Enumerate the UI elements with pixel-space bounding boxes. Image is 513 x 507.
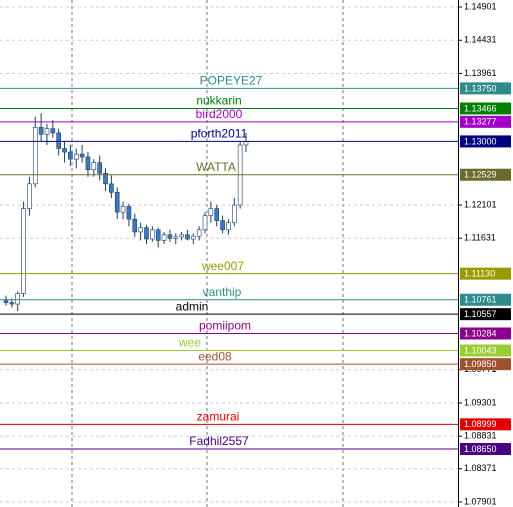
candle-body: [196, 229, 202, 237]
y-tick-label: 1.09301: [464, 397, 497, 407]
level-price-label: 1.10284: [464, 328, 497, 338]
candle-body: [120, 206, 126, 213]
candle-body: [3, 300, 9, 303]
y-tick-label: 1.08371: [464, 463, 497, 473]
candle-body: [38, 126, 44, 135]
candle-body: [27, 183, 32, 209]
candle-body: [185, 234, 190, 240]
level-price-box: [460, 135, 511, 148]
level-price-label: 1.10043: [464, 345, 497, 355]
level-name: vanthip: [203, 285, 242, 299]
level-price-box: [460, 293, 511, 306]
candle-body: [109, 183, 114, 193]
candle-body: [50, 128, 56, 134]
candle-body: [73, 153, 79, 160]
level-price-box: [460, 102, 511, 115]
candle-body: [179, 234, 184, 238]
candle-body: [150, 229, 155, 240]
level-price-label: 1.13750: [464, 83, 497, 93]
level-price-box: [460, 358, 511, 371]
level-name: eed08: [198, 349, 232, 363]
candle-body: [161, 234, 167, 241]
level-name: pomiipom: [199, 319, 251, 333]
level-price-label: 1.11130: [464, 269, 495, 279]
level-price-box: [460, 418, 511, 431]
level-price-box: [460, 115, 511, 128]
level-name: admin: [176, 299, 209, 313]
candle-body: [138, 227, 143, 233]
candle-body: [62, 148, 67, 153]
level-name: pforth2011: [191, 127, 248, 141]
level-price-label: 1.13466: [464, 103, 497, 113]
candle-body: [21, 208, 26, 294]
candle-body: [208, 208, 214, 216]
level-name: Fadhil2557: [189, 434, 249, 448]
level-price-label: 1.08999: [464, 419, 497, 429]
candle-body: [9, 302, 15, 305]
level-name: bird2000: [196, 107, 243, 121]
level-price-label: 1.12529: [464, 170, 497, 180]
candle-body: [231, 204, 237, 224]
y-tick-label: 1.11631: [464, 233, 496, 243]
y-tick-label: 1.14901: [464, 1, 497, 11]
level-price-box: [460, 327, 511, 340]
level-price-box: [460, 344, 511, 357]
level-price-box: [460, 443, 511, 456]
level-name: POPEYE27: [200, 74, 263, 88]
level-price-label: 1.10557: [464, 309, 497, 319]
candle-body: [79, 153, 85, 158]
candle-body: [85, 156, 91, 171]
candle-body: [91, 162, 97, 171]
candle-body: [155, 229, 161, 241]
candle-body: [44, 128, 50, 135]
level-price-label: 1.13277: [464, 117, 497, 127]
level-price-label: 1.09850: [464, 359, 497, 369]
candle-body: [167, 234, 173, 239]
candle-body: [103, 172, 108, 185]
candle-body: [226, 222, 231, 231]
y-tick-label: 1.07901: [464, 496, 497, 506]
candle-body: [214, 208, 220, 221]
candle-body: [243, 141, 249, 146]
y-tick-label: 1.13961: [464, 68, 497, 78]
candle-body: [220, 220, 225, 231]
candle-body: [97, 162, 102, 174]
candle-body: [32, 126, 38, 185]
candle-body: [173, 236, 179, 239]
level-price-box: [460, 267, 511, 280]
y-tick-label: 1.12101: [464, 199, 497, 209]
level-price-label: 1.13000: [464, 136, 497, 146]
candle-body: [15, 293, 21, 305]
level-name: wee007: [201, 259, 244, 273]
candle-body: [68, 151, 73, 160]
candle-body: [144, 227, 149, 240]
candle-body: [202, 215, 208, 231]
candle-body: [132, 218, 138, 233]
level-price-box: [460, 168, 511, 181]
level-price-box: [460, 82, 511, 95]
level-name: wee: [178, 336, 201, 350]
y-tick-label: 1.14431: [464, 35, 497, 45]
level-price-label: 1.08650: [464, 444, 497, 454]
candle-body: [56, 132, 61, 149]
y-tick-label: 1.08831: [464, 431, 497, 441]
level-price-box: [460, 308, 511, 321]
candle-body: [191, 235, 196, 240]
candle-body: [114, 192, 120, 213]
level-price-label: 1.10761: [464, 295, 497, 305]
level-name: WATTA: [196, 160, 236, 174]
level-name: zamurai: [197, 410, 240, 424]
candle-body: [126, 206, 132, 220]
level-name: nukkarin: [196, 94, 241, 108]
